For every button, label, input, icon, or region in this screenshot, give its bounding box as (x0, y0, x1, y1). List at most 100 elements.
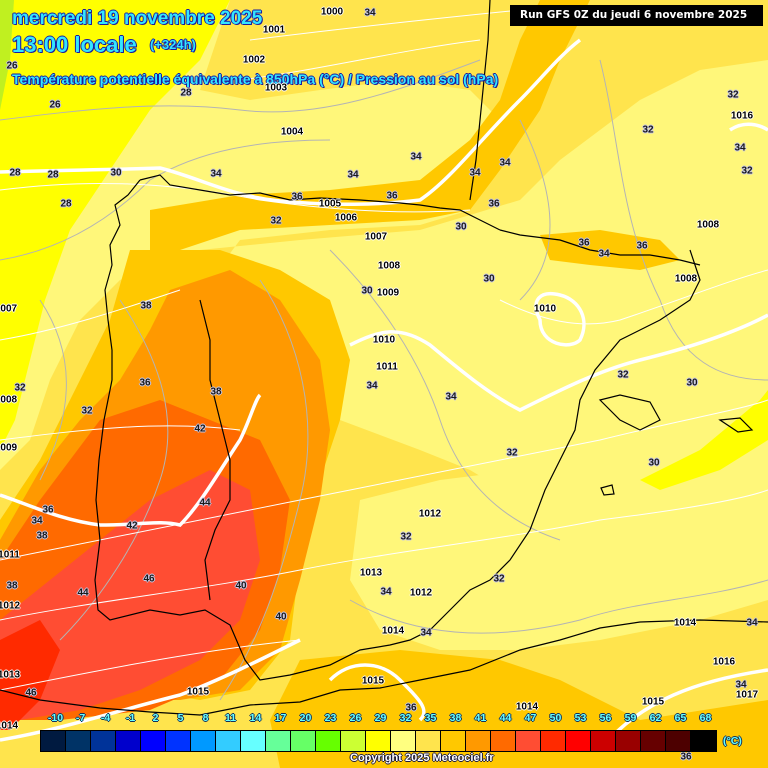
pressure-label: 1007 (364, 231, 388, 243)
temperature-label: 28 (9, 167, 21, 179)
parameter-title: Température potentielle équivalente à 85… (11, 71, 499, 88)
pressure-label: 1002 (242, 54, 266, 66)
legend-tick: 35 (424, 712, 437, 724)
pressure-label: 1009 (376, 287, 400, 299)
zone-yellow-bright (0, 0, 230, 450)
pressure-label: 1012 (0, 600, 21, 612)
pressure-label: 1013 (359, 567, 383, 579)
legend-tick: 50 (549, 712, 562, 724)
legend-swatch (291, 731, 316, 751)
pressure-label: 1015 (361, 675, 385, 687)
zone-red-orange (0, 470, 260, 720)
forecast-time: 13:00 locale (12, 32, 138, 58)
temperature-label: 30 (361, 285, 373, 297)
temperature-label: 26 (6, 60, 18, 72)
pressure-label: 1005 (318, 198, 342, 210)
temperature-label: 34 (366, 380, 378, 392)
pressure-label: 1011 (376, 361, 398, 373)
pressure-label: 1015 (641, 696, 665, 708)
zone-gold-north (150, 0, 590, 250)
temperature-label: 28 (180, 87, 192, 99)
zone-green-yellow (0, 0, 14, 110)
temperature-label: 34 (210, 168, 222, 180)
legend-tick: 47 (524, 712, 537, 724)
zone-red (0, 620, 60, 730)
temperature-label: 30 (648, 457, 660, 469)
temperature-label: 46 (25, 687, 37, 699)
legend-tick: 23 (324, 712, 337, 724)
pressure-label: 1017 (735, 689, 759, 701)
legend-swatch (466, 731, 491, 751)
temperature-label: 36 (488, 198, 500, 210)
temperature-label: 34 (347, 169, 359, 181)
pressure-label: 1010 (372, 334, 396, 346)
legend-swatch (691, 731, 716, 751)
temperature-label: 42 (194, 423, 206, 435)
pressure-label: 1016 (712, 656, 736, 668)
legend-swatch (316, 731, 341, 751)
temperature-label: 36 (680, 751, 692, 763)
legend-tick: -7 (75, 712, 86, 724)
pressure-label: 1014 (515, 701, 539, 713)
legend-swatch (366, 731, 391, 751)
temperature-label: 36 (42, 504, 54, 516)
legend-swatch (441, 731, 466, 751)
legend-tick: 29 (374, 712, 387, 724)
legend-tick: 62 (649, 712, 662, 724)
temperature-label: 38 (140, 300, 152, 312)
temperature-label: 34 (410, 151, 422, 163)
legend-tick-labels: -10 -7 -4 -1 2 5 8 11 14 17 20 23 26 29 32 35 38 41 44 47 50… (40, 712, 720, 726)
temperature-label: 34 (734, 142, 746, 154)
legend-swatch (266, 731, 291, 751)
legend-swatch (491, 731, 516, 751)
copyright-text: Copyright 2025 Meteociel.fr (350, 752, 494, 764)
temperature-label: 26 (49, 99, 61, 111)
legend-swatch (616, 731, 641, 751)
legend-unit: (°C) (723, 735, 742, 747)
temperature-label: 36 (578, 237, 590, 249)
temperature-label: 30 (686, 377, 698, 389)
pressure-label: 1004 (280, 126, 304, 138)
legend-tick: 26 (349, 712, 362, 724)
legend-tick: 53 (574, 712, 587, 724)
legend-tick: 59 (624, 712, 637, 724)
temperature-label: 36 (386, 190, 398, 202)
pressure-label: 1008 (696, 219, 720, 231)
temperature-label: 28 (47, 169, 59, 181)
temperature-label: 36 (291, 191, 303, 203)
pressure-label: 1012 (409, 587, 433, 599)
legend-swatch (191, 731, 216, 751)
temperature-label: 34 (420, 627, 432, 639)
temperature-label: 46 (143, 573, 155, 585)
temperature-label: 32 (741, 165, 753, 177)
temperature-label: 30 (483, 273, 495, 285)
legend-swatch (391, 731, 416, 751)
legend-swatch (66, 731, 91, 751)
legend-tick: 5 (177, 712, 184, 724)
pressure-label: 1016 (730, 110, 754, 122)
zone-gold-pyrenees (540, 230, 680, 270)
pressure-label: 1009 (0, 442, 18, 454)
pressure-label: 1010 (533, 303, 557, 315)
legend-swatch (241, 731, 266, 751)
temperature-label: 32 (14, 382, 26, 394)
forecast-offset: (+324h) (150, 37, 197, 53)
pressure-label: 1008 (674, 273, 698, 285)
legend-tick: 41 (474, 712, 487, 724)
isentropes-gray (0, 59, 768, 701)
temperature-label: 32 (617, 369, 629, 381)
legend-swatch (341, 731, 366, 751)
temperature-label: 34 (598, 248, 610, 260)
thick-white-lines (0, 38, 768, 752)
legend-swatch (91, 731, 116, 751)
temperature-label: 32 (493, 573, 505, 585)
legend-tick: 65 (674, 712, 687, 724)
temperature-label: 34 (735, 679, 747, 691)
temperature-label: 38 (6, 580, 18, 592)
legend-tick: -4 (100, 712, 111, 724)
temperature-label: 38 (210, 386, 222, 398)
forecast-date: mercredi 19 novembre 2025 (11, 8, 263, 30)
temperature-label: 30 (455, 221, 467, 233)
temperature-label: 36 (636, 240, 648, 252)
pressure-label: 1014 (673, 617, 697, 629)
